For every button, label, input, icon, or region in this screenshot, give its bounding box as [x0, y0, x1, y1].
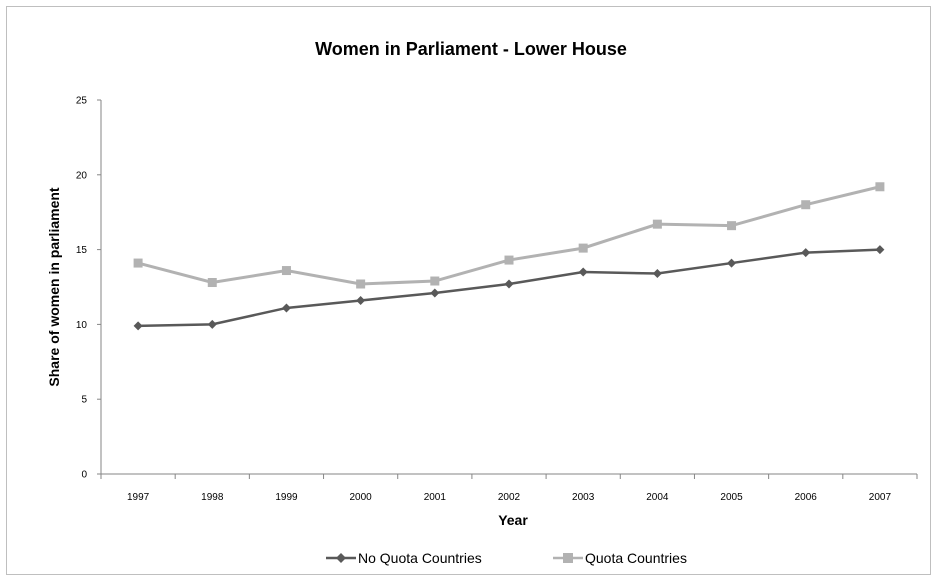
- data-point-diamond: [875, 245, 885, 255]
- data-point-diamond: [207, 319, 217, 329]
- data-point-diamond: [578, 267, 588, 277]
- y-tick-label: 5: [81, 395, 87, 406]
- data-point-diamond: [281, 303, 291, 313]
- y-tick-label: 10: [76, 320, 88, 331]
- data-point-diamond: [801, 248, 811, 258]
- data-point-square: [801, 200, 811, 210]
- data-point-diamond: [504, 279, 514, 289]
- x-tick-label: 2004: [646, 492, 669, 503]
- y-tick-label: 15: [76, 245, 88, 256]
- series-quota: [133, 182, 885, 289]
- x-tick-label: 2003: [572, 492, 595, 503]
- chart-frame: [6, 6, 931, 575]
- x-tick-label: 1998: [201, 492, 224, 503]
- data-point-square: [133, 258, 143, 268]
- x-tick-label: 1999: [275, 492, 298, 503]
- x-tick-label: 2007: [869, 492, 892, 503]
- data-point-square: [356, 279, 366, 289]
- x-axis-ticks: 1997 1998 1999 2000 2001 2002 2003 2004 2005 2006…: [100, 474, 918, 503]
- legend-marker-quota: [563, 553, 573, 563]
- series-no-quota: [133, 245, 885, 331]
- legend-marker-no-quota: [336, 553, 346, 563]
- legend-label-no-quota: No Quota Countries: [358, 550, 482, 566]
- data-point-square: [430, 276, 440, 286]
- data-point-diamond: [727, 258, 737, 268]
- data-point-square: [504, 255, 514, 265]
- legend-item-quota: Quota Countries: [553, 550, 687, 566]
- series-layer: [133, 182, 885, 331]
- legend-item-no-quota: No Quota Countries: [326, 550, 482, 566]
- data-point-square: [652, 219, 662, 229]
- chart-title: Women in Parliament - Lower House: [315, 39, 627, 59]
- x-tick-label: 2002: [498, 492, 521, 503]
- series-line: [137, 185, 881, 286]
- data-point-square: [578, 243, 588, 253]
- x-tick-label: 2005: [720, 492, 743, 503]
- x-tick-label: 2000: [350, 492, 373, 503]
- y-axis-ticks: 0 5 10 15 20 25: [76, 96, 101, 481]
- y-tick-label: 20: [76, 170, 88, 181]
- x-tick-label: 2006: [795, 492, 818, 503]
- x-tick-label: 2001: [424, 492, 447, 503]
- data-point-square: [207, 278, 217, 288]
- y-axis-title: Share of women in parliament: [46, 187, 62, 386]
- data-point-diamond: [652, 269, 662, 279]
- data-point-square: [727, 221, 737, 231]
- data-point-diamond: [133, 321, 143, 331]
- y-tick-label: 0: [81, 470, 87, 481]
- x-tick-label: 1997: [127, 492, 150, 503]
- data-point-square: [281, 266, 291, 276]
- data-point-square: [875, 182, 885, 192]
- y-tick-label: 25: [76, 96, 88, 107]
- x-axis-title: Year: [498, 512, 528, 528]
- legend: No Quota Countries Quota Countries: [326, 550, 687, 566]
- data-point-diamond: [356, 295, 366, 305]
- legend-label-quota: Quota Countries: [585, 550, 687, 566]
- data-point-diamond: [430, 288, 440, 298]
